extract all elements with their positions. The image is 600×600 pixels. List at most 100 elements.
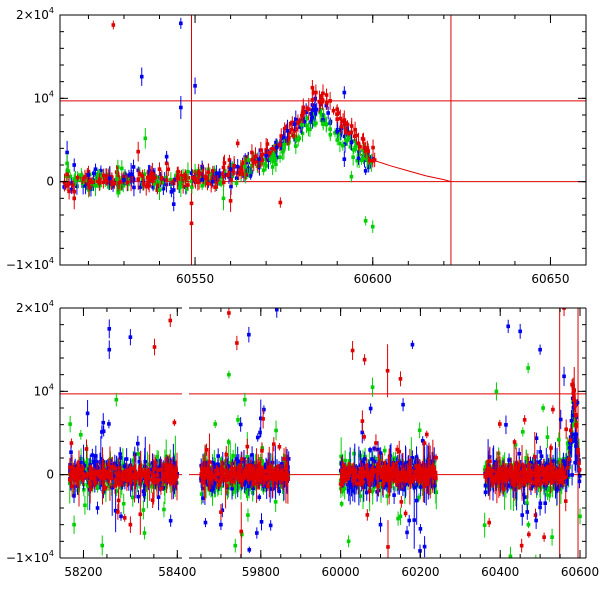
data-point [171,188,176,192]
data-point [110,175,114,179]
data-point [284,125,289,129]
data-point [259,473,264,477]
data-point [282,135,286,140]
data-point [353,147,358,152]
data-point [152,345,157,349]
data-point [90,180,94,184]
data-point [72,189,77,194]
data-point [122,464,127,468]
data-point [93,167,98,171]
data-point [275,468,280,473]
data-point [349,174,354,179]
data-point [341,489,345,493]
data-point [200,468,205,472]
data-point [125,180,130,185]
data-point [249,467,253,472]
data-point [206,179,211,183]
data-point [310,98,315,102]
data-point [151,170,156,174]
data-point [202,476,207,481]
data-point [422,441,427,445]
data-point [145,468,150,473]
data-point [144,184,149,189]
data-point [418,485,423,489]
data-point [217,174,222,179]
data-point [150,473,155,477]
data-point [373,457,378,461]
data-point [250,150,254,155]
data-point [277,444,282,449]
data-point [392,471,396,476]
x-tick-label: 58400 [158,565,196,579]
data-point [306,107,311,111]
data-point [253,154,258,159]
data-point [319,94,324,98]
data-point [162,468,166,472]
data-point [121,183,126,188]
data-point [97,181,102,185]
data-point [81,475,85,480]
data-point [278,155,282,160]
data-point [289,127,294,132]
data-point [370,159,375,163]
data-point [280,149,285,154]
top-panel: 60550 60600 60650 2×104 104 0 −1×104 [6,6,587,286]
data-point [86,182,91,186]
data-point [89,484,94,489]
data-point [282,126,287,131]
y-tick-label: 104 [34,89,54,105]
data-point [361,156,366,161]
data-point [308,120,313,125]
data-point [79,432,83,437]
data-point [106,484,111,488]
data-point [434,490,439,495]
data-point [218,180,222,184]
data-point [211,460,215,465]
data-point [213,463,217,467]
data-point [87,472,91,476]
data-point [175,474,179,479]
data-point [69,181,74,186]
data-point [234,181,239,185]
data-point [172,420,177,425]
data-point [88,177,92,182]
bottom-plot-area [60,314,182,558]
data-point [138,512,143,517]
data-point [169,190,174,194]
data-point [229,472,233,476]
data-point [273,500,278,504]
data-point [356,141,361,146]
data-point [371,467,376,472]
data-point [424,482,429,487]
data-point [342,157,347,161]
data-point [304,123,309,128]
data-point [162,507,166,512]
data-point [158,481,162,486]
data-point [430,459,434,464]
data-point [203,520,208,525]
data-point [407,518,412,523]
data-point [318,110,322,115]
data-point [248,172,253,177]
data-point [335,117,340,121]
data-point [277,143,282,147]
data-point [64,174,69,179]
data-point [391,475,395,480]
data-point [68,478,73,482]
data-point [285,472,290,477]
data-point [285,129,290,133]
data-point [91,469,96,473]
data-point [342,470,347,475]
data-point [137,473,141,478]
data-point [421,471,426,476]
data-point [367,467,371,471]
data-point [98,183,102,188]
data-point [338,128,342,133]
data-point [136,452,141,456]
data-point [226,173,230,177]
data-point [235,461,239,466]
data-point [120,166,124,171]
data-point [234,486,239,491]
data-point [168,518,173,523]
data-point [236,418,240,422]
